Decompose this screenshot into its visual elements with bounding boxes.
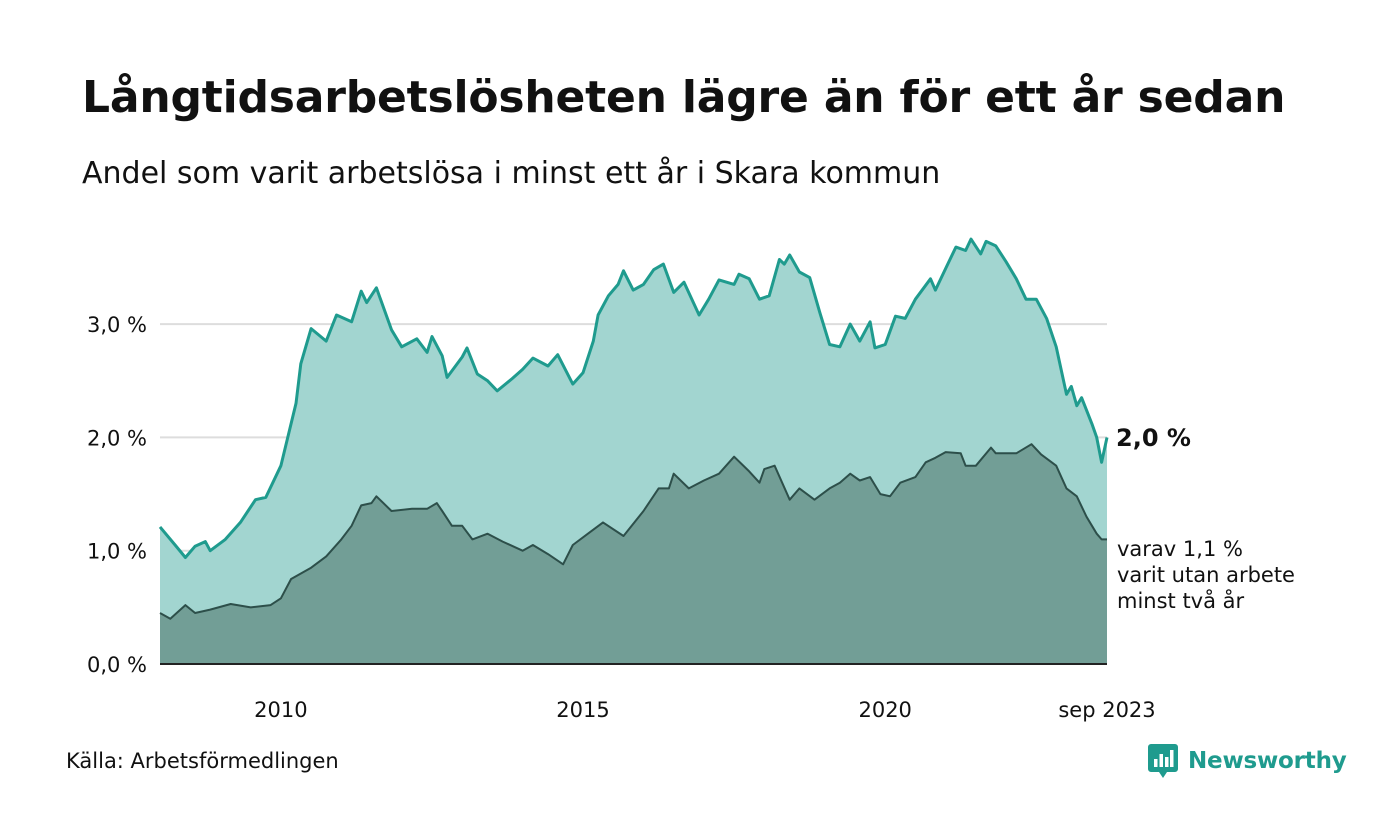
end-labels: 2,0 % varav 1,1 % varit utan arbete mins… bbox=[1116, 424, 1295, 613]
source-note: Källa: Arbetsförmedlingen bbox=[66, 749, 339, 773]
y-tick-label: 2,0 % bbox=[87, 426, 147, 450]
long-term-line bbox=[159, 443, 1107, 620]
chart-title: Långtidsarbetslösheten lägre än för ett … bbox=[82, 72, 1286, 123]
long-term-end-label-line2: varit utan arbete bbox=[1117, 563, 1295, 587]
x-tick-label: sep 2023 bbox=[1058, 698, 1155, 722]
x-axis: 2010 2015 2020 sep 2023 bbox=[160, 663, 1156, 722]
chart-areas bbox=[158, 237, 1109, 664]
brand-logo: Newsworthy bbox=[1148, 744, 1347, 778]
y-tick-label: 1,0 % bbox=[87, 540, 147, 564]
total-line bbox=[158, 237, 1109, 559]
y-axis: 0,0 % 1,0 % 2,0 % 3,0 % bbox=[87, 313, 147, 677]
long-term-end-label-line3: minst två år bbox=[1117, 588, 1245, 613]
long-term-end-label-line1: varav 1,1 % bbox=[1117, 537, 1243, 561]
y-tick-label: 3,0 % bbox=[87, 313, 147, 337]
long-term-area bbox=[160, 444, 1107, 664]
newsworthy-bar-chart-icon bbox=[1148, 744, 1178, 778]
chart-subtitle: Andel som varit arbetslösa i minst ett å… bbox=[82, 156, 941, 191]
total-end-label: 2,0 % bbox=[1116, 424, 1191, 452]
x-tick-label: 2015 bbox=[556, 698, 609, 722]
y-tick-label: 0,0 % bbox=[87, 653, 147, 677]
brand-name: Newsworthy bbox=[1188, 748, 1347, 774]
x-tick-label: 2020 bbox=[858, 698, 911, 722]
x-tick-label: 2010 bbox=[254, 698, 307, 722]
